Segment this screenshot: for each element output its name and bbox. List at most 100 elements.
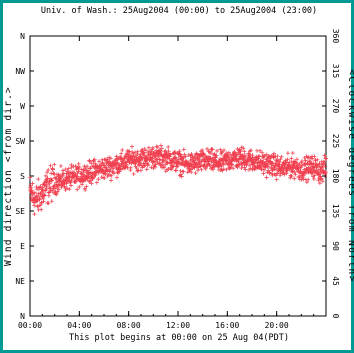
data-point [134,166,139,171]
data-point [100,161,105,166]
data-point [140,147,145,152]
data-point [120,148,125,153]
data-point [32,190,37,195]
data-point [108,156,113,161]
data-point [108,167,113,172]
data-point [68,180,73,185]
data-point [210,147,215,152]
data-point [109,173,114,178]
data-point [158,157,163,162]
data-point [173,168,178,173]
data-point [199,167,204,172]
data-point [224,159,229,164]
data-point [293,160,298,165]
data-point [172,160,177,165]
data-point [239,166,244,171]
data-point [300,163,305,168]
y-ticks-left: N NE E SE S SW W NW N [15,32,34,321]
data-point [28,187,32,192]
x-tick-label: 20:00 [265,321,289,330]
data-point [212,151,217,156]
data-point [240,163,245,168]
data-point [312,154,317,159]
data-point [317,181,322,186]
data-point [273,167,278,172]
data-point [219,164,224,169]
data-point [192,165,197,170]
data-point [117,163,122,168]
data-point [55,189,60,194]
data-point [153,164,158,169]
data-point [323,156,328,161]
data-point [158,163,163,168]
data-point [297,162,302,167]
data-point [189,170,194,175]
data-point [47,181,52,186]
data-point [138,168,143,173]
y-tick-right-label: 180 [331,169,340,184]
data-point [34,185,39,190]
data-point [65,186,70,191]
data-point [40,190,45,195]
data-point [109,178,114,183]
data-point [217,158,222,163]
chart-title: Univ. of Wash.: 25Aug2004 (00:00) to 25A… [41,6,317,16]
data-point [86,174,91,179]
data-point [92,172,97,177]
data-point [261,171,266,176]
x-ticks: 00:00 04:00 08:00 12:00 16:00 20:00 [18,36,327,330]
data-point [67,187,72,192]
data-point [28,183,33,188]
data-point [71,176,76,181]
y-tick-left-label: E [20,242,25,251]
data-point [269,165,274,170]
data-point [247,163,252,168]
data-point [29,195,34,200]
data-point [29,188,34,193]
data-point [178,172,183,177]
data-point [76,161,81,166]
data-point [181,155,186,160]
data-point [267,171,272,176]
data-point [290,150,295,155]
data-point [75,187,80,192]
data-point [159,146,164,151]
data-point [129,144,134,149]
data-point [153,153,158,158]
data-point [271,151,276,156]
data-point [113,164,118,169]
data-point [135,151,140,156]
data-point [76,169,81,174]
data-point [175,164,180,169]
data-point [250,153,255,158]
data-point [290,169,295,174]
data-point [174,164,179,169]
data-point [127,149,132,154]
data-point [222,148,227,153]
data-point [107,159,112,164]
data-point [144,167,149,172]
y-tick-right-label: 225 [331,134,340,149]
data-point [52,186,57,191]
data-point [149,165,154,170]
data-point [142,164,147,169]
data-point [44,186,49,191]
data-point [226,150,231,155]
data-point [45,170,50,175]
data-point [270,173,275,178]
data-point [100,160,105,165]
data-point [61,168,66,173]
data-point [277,159,282,164]
y-tick-left-label: NW [15,67,25,76]
data-point [208,163,213,168]
data-point [232,149,237,154]
data-point [189,152,194,157]
data-point [264,152,269,157]
data-point [311,176,316,181]
data-point [99,175,104,180]
data-point [261,156,266,161]
data-point [285,151,290,156]
data-point [42,193,47,198]
data-point [155,145,160,150]
data-point [114,175,119,180]
